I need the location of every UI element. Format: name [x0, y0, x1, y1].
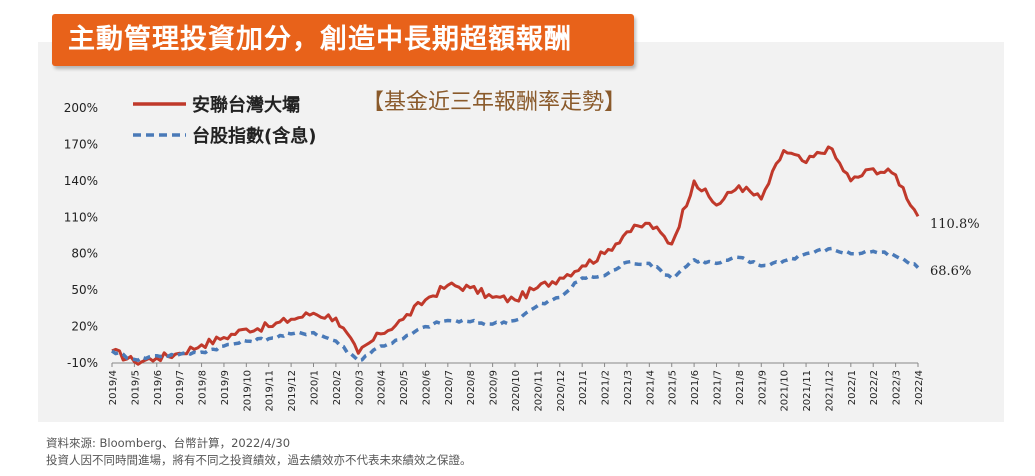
x-tick-label: 2021/9 — [757, 370, 768, 405]
x-tick-label: 2020/3 — [354, 370, 365, 405]
series-lines — [110, 145, 920, 366]
x-tick-label: 2022/4 — [914, 370, 925, 405]
x-tick-label: 2020/1 — [310, 370, 321, 405]
series-line-fund — [111, 145, 920, 366]
y-axis: 200% 170% 140% 110% 80% 50% 20% -10% — [64, 101, 98, 370]
x-tick-label: 2019/10 — [242, 370, 253, 412]
x-tick-label: 2020/12 — [556, 370, 567, 412]
x-tick-label: 2022/1 — [847, 370, 858, 405]
page-title-banner: 主動管理投資加分，創造中長期超額報酬 — [52, 14, 634, 66]
y-tick-label: 170% — [64, 137, 98, 151]
footer-source: 資料來源: Bloomberg、台幣計算，2022/4/30 — [46, 436, 291, 450]
x-tick-label: 2020/10 — [511, 370, 522, 412]
end-label-index: 68.6% — [930, 264, 972, 279]
y-tick-label: 110% — [64, 210, 98, 224]
legend-label-index: 台股指數(含息) — [192, 126, 317, 147]
x-tick-label: 2020/5 — [399, 370, 410, 405]
x-tick-label: 2019/12 — [287, 370, 298, 412]
y-tick-label: 200% — [64, 101, 98, 115]
x-tick-label: 2021/3 — [623, 370, 634, 405]
footer-disclaimer: 投資人因不同時間進場，將有不同之投資績效，過去績效亦不代表未來績效之保證。 — [46, 453, 472, 467]
x-tick-label: 2019/9 — [220, 370, 231, 405]
y-tick-label: 80% — [71, 247, 98, 261]
x-tick-label: 2022/2 — [869, 370, 880, 405]
x-tick-label: 2019/6 — [153, 370, 164, 405]
x-tick-label: 2020/2 — [332, 370, 343, 405]
chart-subtitle: 【基金近三年報酬率走勢】 — [362, 90, 627, 115]
legend-label-fund: 安聯台灣大壩 — [192, 95, 300, 116]
legend — [133, 102, 186, 137]
y-tick-label: 140% — [64, 174, 98, 188]
x-tick-label: 2020/4 — [377, 370, 388, 405]
x-tick-label: 2019/8 — [198, 370, 209, 405]
x-tick-label: 2020/11 — [533, 370, 544, 412]
x-tick-label: 2021/4 — [645, 370, 656, 405]
y-tick-label: 20% — [71, 320, 98, 334]
x-tick-label: 2019/7 — [175, 370, 186, 405]
x-tick-label: 2021/5 — [668, 370, 679, 405]
x-tick-label: 2021/6 — [690, 370, 701, 405]
x-tick-label: 2019/11 — [265, 370, 276, 412]
x-tick-label: 2020/8 — [466, 370, 477, 405]
y-tick-label: 50% — [71, 283, 98, 297]
x-tick-label: 2021/11 — [802, 370, 813, 412]
x-tick-label: 2020/6 — [421, 370, 432, 405]
x-tick-label: 2021/12 — [824, 370, 835, 412]
chart-panel — [38, 42, 1004, 422]
x-tick-label: 2022/3 — [892, 370, 903, 405]
x-axis: 2019/4 2019/5 2019/6 2019/7 2019/8 2019/9 2019… — [108, 362, 925, 412]
x-tick-label: 2021/8 — [735, 370, 746, 405]
x-tick-label: 2020/9 — [489, 370, 500, 405]
x-tick-label: 2021/2 — [601, 370, 612, 405]
x-tick-label: 2021/1 — [578, 370, 589, 405]
end-label-fund: 110.8% — [930, 217, 980, 232]
x-tick-label: 2021/10 — [780, 370, 791, 412]
y-tick-label: -10% — [67, 356, 98, 370]
series-line-index — [110, 246, 920, 363]
x-tick-label: 2019/5 — [130, 370, 141, 405]
x-tick-label: 2021/7 — [713, 370, 724, 405]
x-tick-label: 2020/7 — [444, 370, 455, 405]
x-tick-label: 2019/4 — [108, 370, 119, 405]
